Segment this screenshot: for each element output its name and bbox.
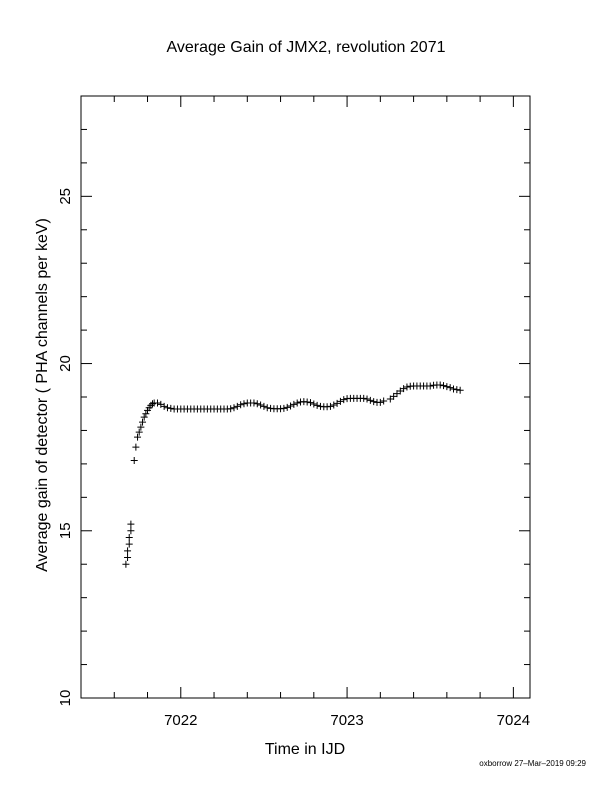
- data-point: [253, 400, 261, 408]
- data-point: [132, 443, 140, 451]
- y-tick-label: 15: [57, 522, 74, 539]
- axis-ticks: [80, 95, 530, 699]
- data-point: [125, 540, 133, 548]
- data-point: [233, 402, 241, 410]
- data-point: [280, 404, 288, 412]
- data-point: [403, 383, 411, 391]
- data-point: [306, 399, 314, 407]
- data-point: [124, 554, 132, 562]
- data-point: [130, 457, 138, 465]
- data-point: [446, 384, 454, 392]
- y-tick-label: 25: [57, 188, 74, 205]
- plot-frame: [80, 95, 531, 699]
- data-point: [122, 560, 130, 568]
- data-point: [240, 400, 248, 408]
- data-point: [125, 533, 133, 541]
- data-point: [237, 401, 245, 409]
- x-tick-label: 7023: [330, 712, 363, 729]
- data-point: [400, 385, 408, 393]
- data-point: [163, 404, 171, 412]
- data-point: [227, 405, 235, 413]
- data-point: [313, 401, 321, 409]
- data-point: [426, 382, 434, 390]
- data-point: [310, 400, 318, 408]
- data-point: [160, 402, 168, 410]
- data-point: [456, 386, 464, 394]
- data-point: [127, 520, 135, 528]
- data-point: [257, 401, 265, 409]
- y-tick-label: 20: [57, 355, 74, 372]
- data-point: [363, 395, 371, 403]
- data-point: [303, 398, 311, 406]
- data-point: [287, 402, 295, 410]
- data-point: [366, 396, 374, 404]
- data-point: [450, 385, 458, 393]
- data-point: [142, 410, 150, 418]
- x-axis-label: Time in IJD: [265, 741, 345, 758]
- x-tick-label: 7022: [164, 712, 197, 729]
- data-point: [376, 398, 384, 406]
- data-point: [336, 397, 344, 405]
- data-point: [326, 402, 334, 410]
- data-point: [330, 401, 338, 409]
- footer-stamp: oxborrow 27–Mar–2019 09:29: [479, 759, 586, 768]
- data-point: [139, 418, 147, 426]
- chart-title: Average Gain of JMX2, revolution 2071: [167, 39, 446, 56]
- y-axis-label: Average gain of detector ( PHA channels …: [34, 218, 51, 572]
- data-point: [124, 547, 132, 555]
- y-tick-label: 10: [57, 690, 74, 707]
- data-point: [453, 386, 461, 394]
- x-tick-labels: 7022 7023 7024: [164, 712, 530, 729]
- data-point: [370, 398, 378, 406]
- data-point: [167, 404, 175, 412]
- data-point: [250, 399, 258, 407]
- data-points: [122, 381, 464, 568]
- data-point: [440, 382, 448, 390]
- data-point: [127, 527, 135, 535]
- data-point: [443, 383, 451, 391]
- data-point: [340, 396, 348, 404]
- data-point: [380, 397, 388, 405]
- data-point: [149, 400, 157, 408]
- data-point: [134, 433, 142, 441]
- data-point: [436, 381, 444, 389]
- data-point: [360, 394, 368, 402]
- data-point: [153, 399, 161, 407]
- data-point: [290, 400, 298, 408]
- data-point: [260, 402, 268, 410]
- data-point: [140, 413, 148, 421]
- data-point: [293, 399, 301, 407]
- data-point: [283, 403, 291, 411]
- data-point: [135, 428, 143, 436]
- data-point: [263, 404, 271, 412]
- x-tick-label: 7024: [497, 712, 530, 729]
- y-tick-labels: 10 15 20 25: [57, 188, 74, 706]
- data-point: [137, 423, 145, 431]
- data-point: [230, 404, 238, 412]
